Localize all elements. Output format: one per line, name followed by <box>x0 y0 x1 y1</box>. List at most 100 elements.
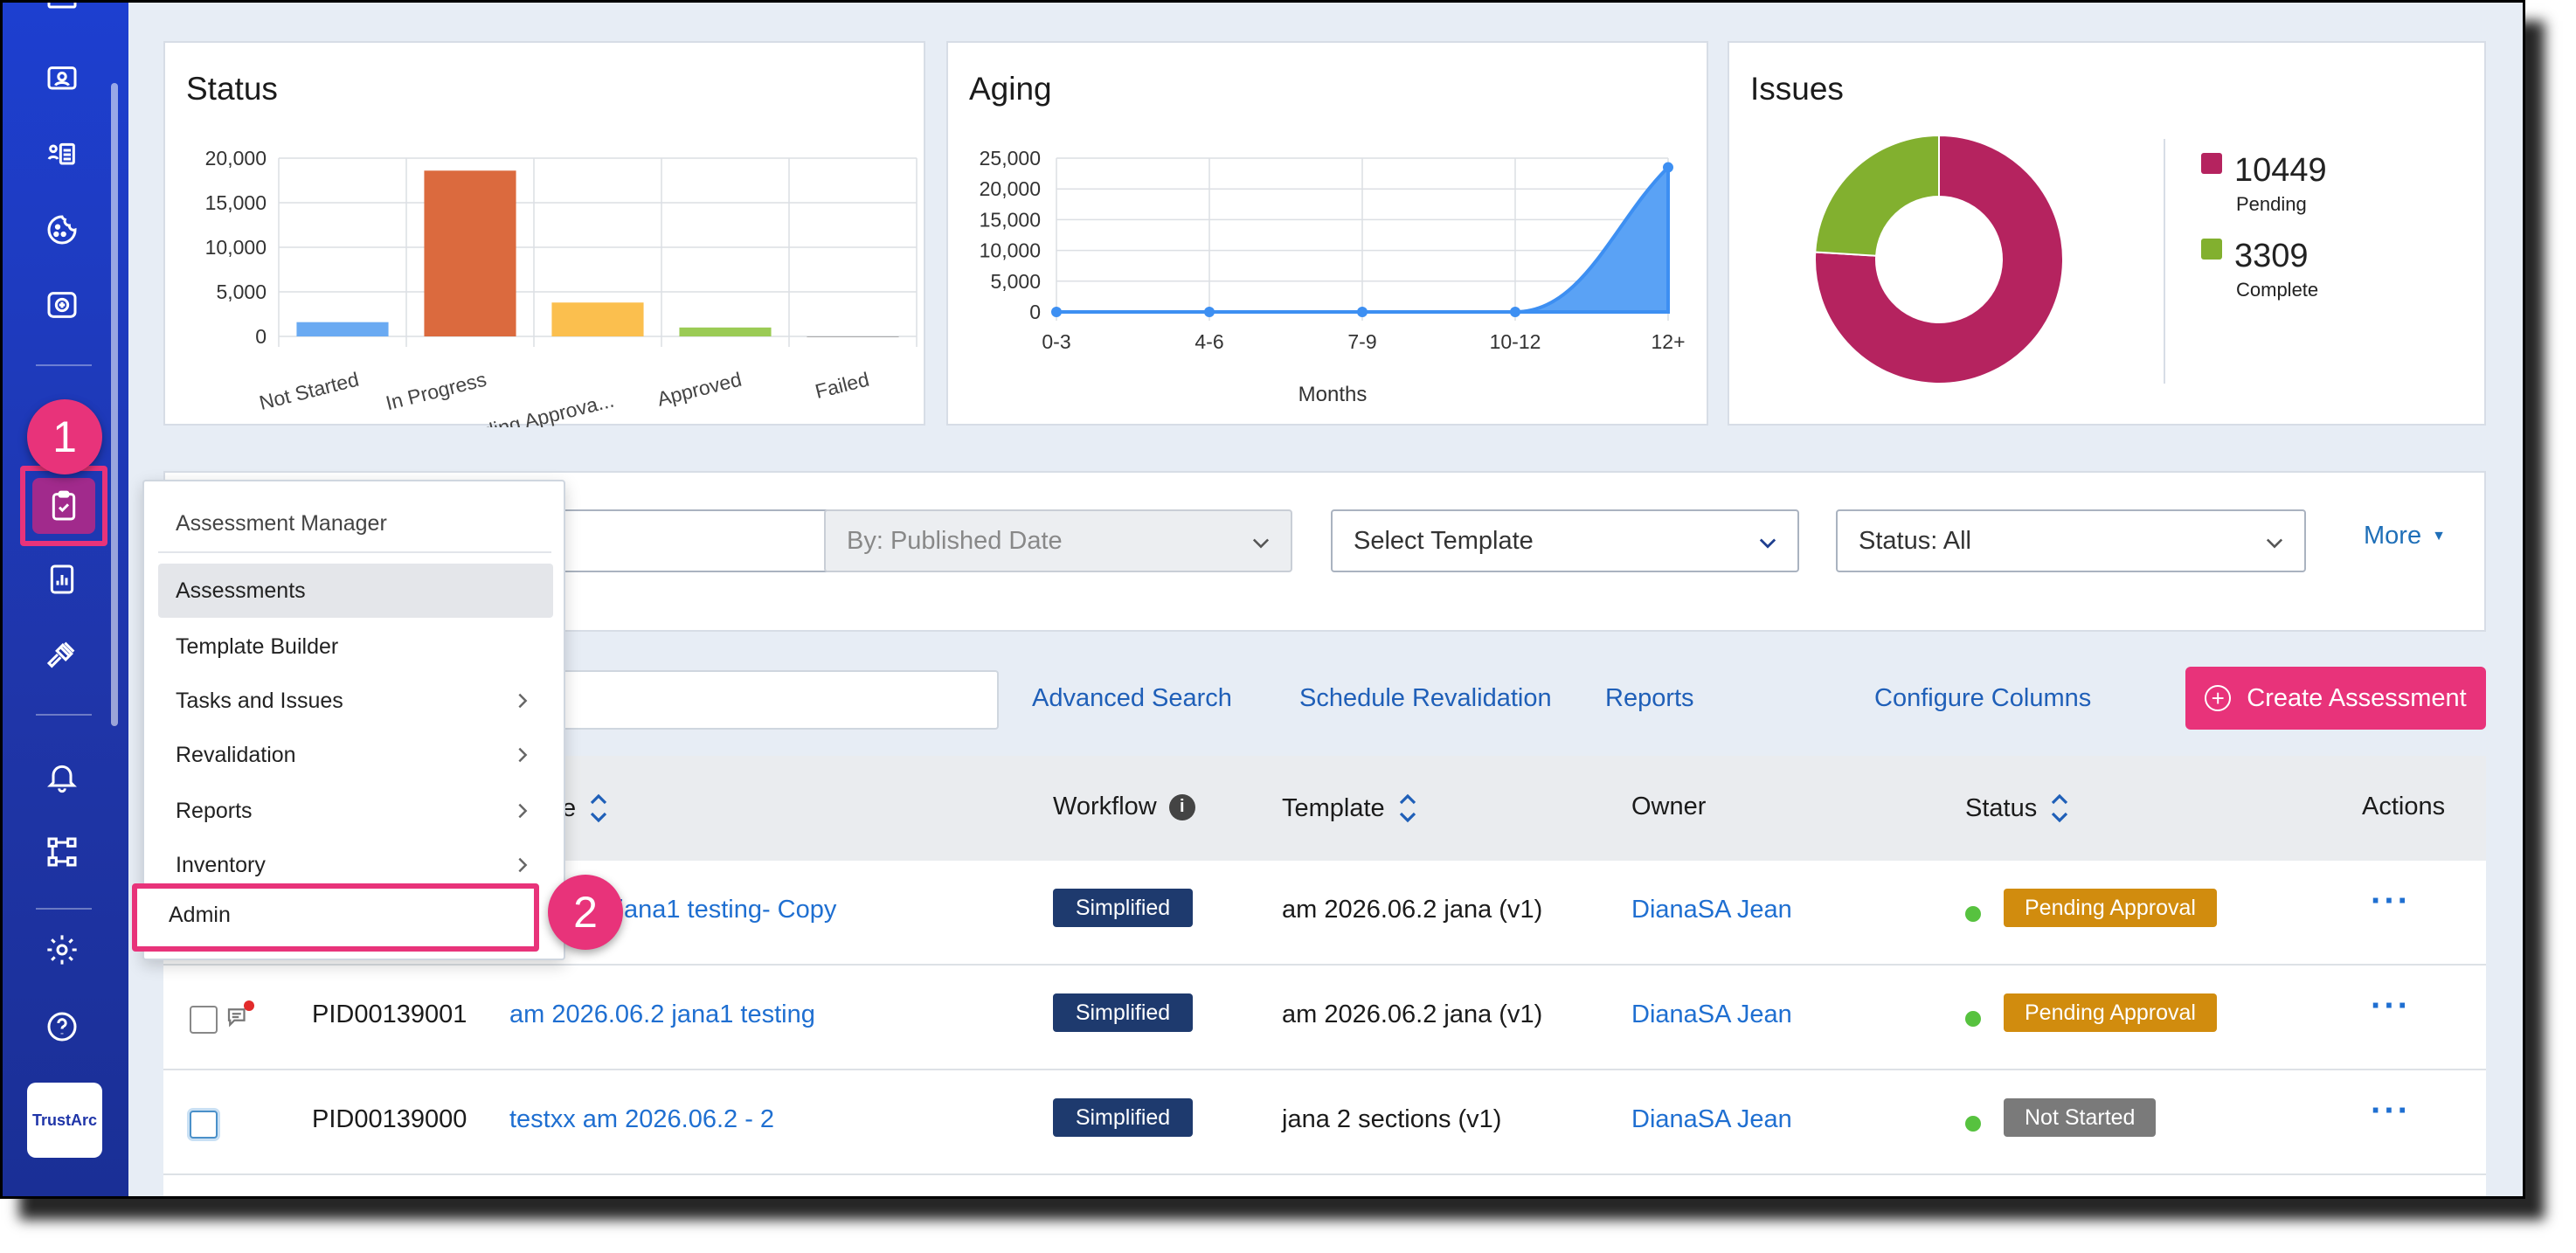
aging-chart-title: Aging <box>969 71 1052 107</box>
assessment-icon[interactable] <box>32 478 95 534</box>
sidebar-divider <box>36 364 92 366</box>
sidebar-scrollbar[interactable] <box>111 83 118 726</box>
cookie-icon[interactable] <box>43 211 81 249</box>
notification-dot <box>244 1000 254 1011</box>
aging-chart-card: Aging 25,000 20,000 15,000 10,000 5,000 0 0-3… <box>946 41 1708 426</box>
assessment-name-link[interactable]: am 2026.06.2 jana1 testing <box>509 1000 815 1028</box>
menu-item-inventory[interactable]: Inventory <box>158 838 553 892</box>
column-header-name[interactable]: e <box>562 793 609 824</box>
row-actions-menu[interactable]: ··· <box>2371 1091 2411 1130</box>
data-point-12+ <box>1663 162 1673 173</box>
column-header-owner[interactable]: Owner <box>1631 793 1706 821</box>
y-tick-label: 20,000 <box>205 147 267 170</box>
trustarc-logo[interactable]: TrustArc <box>27 1083 102 1158</box>
menu-item-label: Template Builder <box>176 633 339 659</box>
workflow-badge: Simplified <box>1053 993 1193 1032</box>
data-point-7-9 <box>1357 307 1368 317</box>
status-select[interactable]: Status: All <box>1836 509 2306 572</box>
owner-link[interactable]: DianaSA Jean <box>1631 1105 1792 1133</box>
issues-chart-title: Issues <box>1750 71 1844 107</box>
template-select-value: Select Template <box>1354 526 1534 555</box>
callout-step-2: 2 <box>548 875 623 950</box>
status-badge: Pending Approval <box>2004 993 2217 1032</box>
table-row[interactable]: PID00139001 am 2026.06.2 jana1 testing S… <box>163 966 2486 1070</box>
schedule-revalidation-link[interactable]: Schedule Revalidation <box>1299 684 1552 712</box>
data-point-0-3 <box>1051 307 1062 317</box>
template-select[interactable]: Select Template <box>1331 509 1799 572</box>
workflow-badge: Simplified <box>1053 889 1193 927</box>
sort-icon <box>1399 793 1416 823</box>
chevron-down-icon <box>2266 538 2283 549</box>
reports-link[interactable]: Reports <box>1605 684 1694 712</box>
column-status-label: Status <box>1965 793 2038 822</box>
search-input[interactable] <box>544 670 999 730</box>
menu-item-template-builder[interactable]: Template Builder <box>158 620 553 674</box>
advanced-search-link[interactable]: Advanced Search <box>1032 684 1232 712</box>
row-checkbox[interactable] <box>190 1111 218 1139</box>
y-tick-label: 10,000 <box>205 236 267 259</box>
bar-in-progress <box>424 170 516 336</box>
configure-columns-link[interactable]: Configure Columns <box>1874 684 2092 712</box>
table-row[interactable]: 06.2 jana1 testing- Copy Simplified am 2… <box>163 861 2486 966</box>
menu-item-reports[interactable]: Reports <box>158 784 553 838</box>
workflow-badge: Simplified <box>1053 1098 1193 1137</box>
y-tick-label: 15,000 <box>980 208 1041 231</box>
create-assessment-button[interactable]: + Create Assessment <box>2185 667 2486 730</box>
assessment-name-link[interactable]: testxx am 2026.06.2 - 2 <box>509 1105 775 1133</box>
column-header-status[interactable]: Status <box>1965 793 2070 824</box>
data-point-4-6 <box>1204 307 1215 317</box>
template-cell: jana 2 sections (v1) <box>1282 1105 1502 1133</box>
plus-circle-icon: + <box>2205 685 2232 711</box>
chevron-right-icon <box>518 857 528 873</box>
menu-item-revalidation[interactable]: Revalidation <box>158 728 553 782</box>
slice-complete <box>1814 134 1940 257</box>
assessment-id: PID00139000 <box>312 1105 467 1133</box>
legend-label-pending: Pending <box>2236 193 2307 215</box>
reports-icon[interactable] <box>43 560 81 599</box>
data-point-10-12 <box>1510 307 1520 317</box>
more-label: More <box>2364 522 2422 550</box>
workflow-icon[interactable] <box>43 833 81 871</box>
table-row[interactable]: PID00139000 testxx am 2026.06.2 - 2 Simp… <box>163 1070 2486 1175</box>
contacts-icon[interactable] <box>43 60 81 99</box>
gavel-icon[interactable] <box>43 635 81 674</box>
y-tick-label: 0 <box>1029 301 1041 323</box>
status-chart-card: Status 20,000 15,000 10,000 5,000 0 Not Star… <box>163 41 925 427</box>
column-header-workflow[interactable]: Workflow i <box>1053 793 1195 821</box>
column-actions-label: Actions <box>2362 793 2446 820</box>
issues-donut-chart: 10449 Pending 3309 Complete <box>1814 134 2327 384</box>
menu-item-assessments[interactable]: Assessments <box>158 564 553 618</box>
menu-item-label: Reports <box>176 798 253 823</box>
y-tick-label: 15,000 <box>205 191 267 214</box>
create-assessment-label: Create Assessment <box>2247 683 2467 712</box>
caret-down-icon: ▼ <box>2432 528 2446 543</box>
settings-icon[interactable] <box>43 931 81 969</box>
row-actions-menu[interactable]: ··· <box>2371 882 2411 920</box>
chevron-right-icon <box>518 747 528 763</box>
data-icon[interactable] <box>43 286 81 324</box>
list-icon[interactable] <box>43 135 81 174</box>
info-icon[interactable]: i <box>1168 793 1195 820</box>
menu-item-tasks-and-issues[interactable]: Tasks and Issues <box>158 674 553 728</box>
comment-notification-icon[interactable] <box>223 1000 254 1030</box>
menu-item-admin[interactable]: Admin <box>132 883 539 952</box>
owner-link[interactable]: DianaSA Jean <box>1631 1000 1792 1028</box>
y-tick-label: 20,000 <box>980 177 1041 200</box>
owner-link[interactable]: DianaSA Jean <box>1631 896 1792 924</box>
bell-icon[interactable] <box>43 758 81 796</box>
dashboard-icon[interactable] <box>43 3 81 22</box>
status-dot <box>1965 1116 1981 1132</box>
x-tick-label: 4-6 <box>1195 330 1223 353</box>
more-button[interactable]: More ▼ <box>2364 522 2446 550</box>
column-header-template[interactable]: Template <box>1282 793 1418 824</box>
status-badge: Pending Approval <box>2004 889 2217 927</box>
row-actions-menu[interactable]: ··· <box>2371 986 2411 1025</box>
status-bar-chart: 20,000 15,000 10,000 5,000 0 Not Started In P… <box>205 147 918 427</box>
row-checkbox[interactable] <box>190 1006 218 1034</box>
menu-divider <box>158 551 551 553</box>
help-icon[interactable] <box>43 1007 81 1046</box>
status-chart-title: Status <box>186 71 278 107</box>
status-dot <box>1965 906 1981 922</box>
callout-number: 2 <box>573 888 598 937</box>
date-select[interactable]: By: Published Date <box>824 509 1292 572</box>
